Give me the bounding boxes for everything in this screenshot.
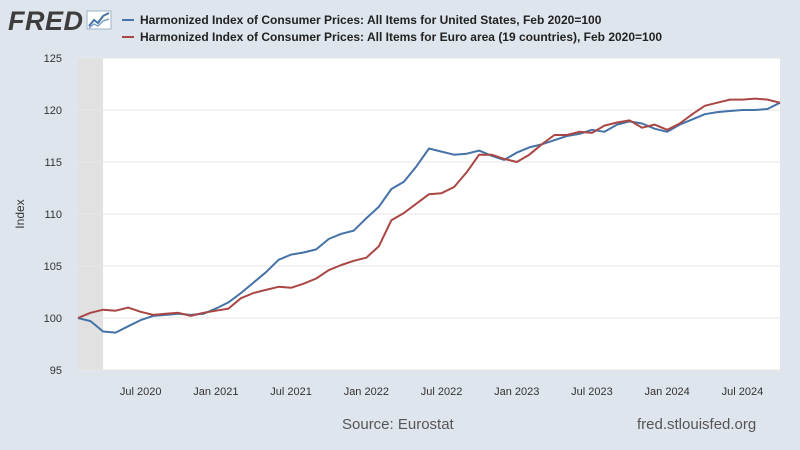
x-tick-label: Jul 2020 xyxy=(120,386,162,398)
legend-swatch-ea xyxy=(122,35,134,38)
fred-graph-icon xyxy=(86,9,112,36)
y-tick-label: 120 xyxy=(44,105,62,117)
y-tick-label: 115 xyxy=(44,157,62,169)
legend-swatch-us xyxy=(122,18,134,21)
legend-label-ea: Harmonized Index of Consumer Prices: All… xyxy=(140,29,663,44)
series-line-euro-area[interactable] xyxy=(77,97,781,319)
x-tick-label: Jan 2023 xyxy=(494,386,539,398)
y-tick-label: 95 xyxy=(50,365,62,377)
source-note: Source: Eurostat xyxy=(342,416,454,433)
x-tick-label: Jul 2022 xyxy=(421,386,463,398)
logo-text: FRED xyxy=(8,6,84,36)
x-tick-label: Jan 2022 xyxy=(344,386,389,398)
chart-legend: Harmonized Index of Consumer Prices: All… xyxy=(122,11,662,45)
x-tick-label: Jul 2021 xyxy=(270,386,312,398)
y-tick-label: 125 xyxy=(44,53,62,65)
series-line-us[interactable] xyxy=(77,101,781,334)
legend-label-us: Harmonized Index of Consumer Prices: All… xyxy=(140,12,602,27)
y-axis-label: Index xyxy=(13,199,27,228)
y-tick-label: 105 xyxy=(44,261,62,273)
legend-item-us[interactable]: Harmonized Index of Consumer Prices: All… xyxy=(122,11,662,28)
fred-logo[interactable]: FRED xyxy=(8,6,112,37)
x-tick-label: Jan 2021 xyxy=(193,386,238,398)
x-tick-label: Jan 2024 xyxy=(645,386,690,398)
y-tick-label: 110 xyxy=(44,209,62,221)
y-tick-label: 100 xyxy=(44,313,62,325)
legend-item-ea[interactable]: Harmonized Index of Consumer Prices: All… xyxy=(122,28,662,45)
x-tick-label: Jul 2023 xyxy=(571,386,613,398)
x-tick-label: Jul 2024 xyxy=(722,386,764,398)
fred-url-link[interactable]: fred.stlouisfed.org xyxy=(637,416,757,433)
